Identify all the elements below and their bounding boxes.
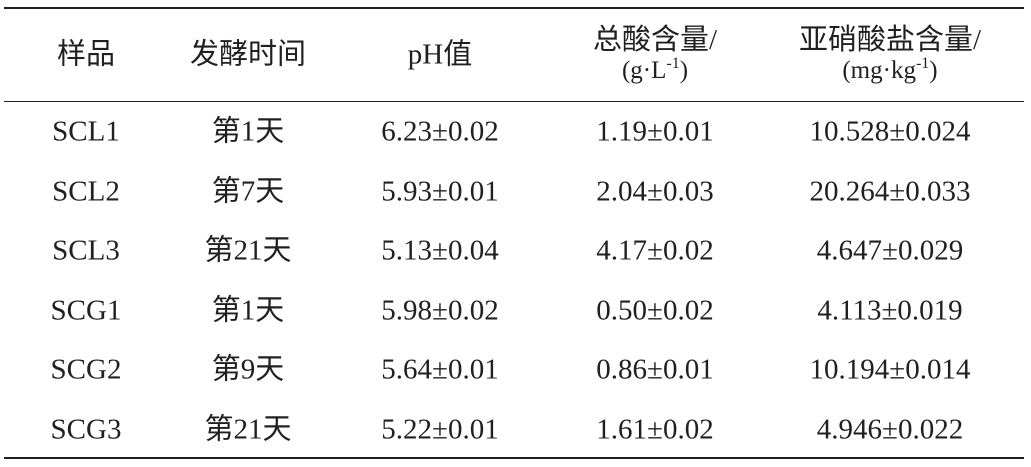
table-cell: 2.04±0.03 xyxy=(596,174,714,207)
table-cell: SCL2 xyxy=(52,174,120,207)
table-cell: 4.113±0.019 xyxy=(817,294,963,327)
unit-exponent: -1 xyxy=(915,55,930,73)
table-cell: 5.13±0.04 xyxy=(381,234,499,267)
header-line: 总酸含量/ xyxy=(592,23,718,56)
table-cell: 第1天 xyxy=(211,115,285,148)
header-cell: 总酸含量/(g·L-1) xyxy=(593,24,717,86)
unit-text: (mg·kg xyxy=(842,57,916,85)
table-cell: 5.22±0.01 xyxy=(381,413,499,446)
table-cell: 5.98±0.02 xyxy=(381,294,499,327)
table-cell: 0.86±0.01 xyxy=(596,353,714,386)
header-rule xyxy=(4,101,1024,102)
top-rule xyxy=(4,7,1024,9)
header-cell: pH值 xyxy=(407,38,473,71)
table-cell: 第21天 xyxy=(204,413,292,446)
table-cell: 1.61±0.02 xyxy=(596,413,714,446)
table-cell: 第21天 xyxy=(204,234,292,267)
unit-close: ) xyxy=(679,57,689,85)
header-unit: (mg·kg-1) xyxy=(799,55,981,86)
header-cell: 样品 xyxy=(56,38,116,71)
table-cell: 10.194±0.014 xyxy=(809,353,971,386)
header-cell: 亚硝酸盐含量/(mg·kg-1) xyxy=(799,24,981,86)
table-cell: 5.64±0.01 xyxy=(381,353,499,386)
header-line: 亚硝酸盐含量/ xyxy=(798,23,982,56)
table-cell: 4.946±0.022 xyxy=(816,413,964,446)
table-cell: SCG1 xyxy=(50,294,122,327)
table-cell: 20.264±0.033 xyxy=(809,174,971,207)
header-unit: (g·L-1) xyxy=(593,55,717,86)
unit-text: (g·L xyxy=(621,57,667,85)
table-cell: 6.23±0.02 xyxy=(381,115,499,148)
table-cell: SCG2 xyxy=(50,353,122,386)
unit-close: ) xyxy=(929,57,938,85)
table-cell: 5.93±0.01 xyxy=(381,174,499,207)
table-cell: SCG3 xyxy=(50,413,122,446)
header-cell: 发酵时间 xyxy=(189,38,307,71)
table-cell: 1.19±0.01 xyxy=(596,115,714,148)
table-cell: 第1天 xyxy=(211,294,285,327)
table-cell: 第9天 xyxy=(211,353,285,386)
table-cell: SCL3 xyxy=(52,234,120,267)
table-cell: 第7天 xyxy=(211,174,285,207)
table-cell: 0.50±0.02 xyxy=(596,294,714,327)
bottom-rule xyxy=(4,457,1024,459)
table-cell: 4.17±0.02 xyxy=(596,234,714,267)
table-cell: 10.528±0.024 xyxy=(809,115,971,148)
table-cell: SCL1 xyxy=(52,115,120,148)
table-cell: 4.647±0.029 xyxy=(816,234,964,267)
unit-exponent: -1 xyxy=(666,55,680,73)
